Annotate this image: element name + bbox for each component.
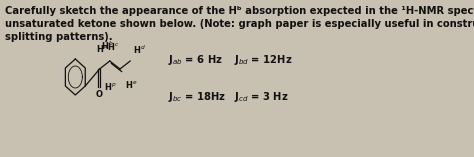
Text: Carefully sketch the appearance of the Hᵇ absorption expected in the ¹H-NMR spec: Carefully sketch the appearance of the H… bbox=[5, 6, 474, 16]
Text: H$^c$: H$^c$ bbox=[107, 41, 119, 52]
Text: H$^p$: H$^p$ bbox=[104, 81, 117, 92]
Text: H$^e$: H$^e$ bbox=[125, 79, 137, 90]
Text: J$_{bc}$ = 18Hz: J$_{bc}$ = 18Hz bbox=[168, 90, 226, 104]
Text: J$_{cd}$ = 3 Hz: J$_{cd}$ = 3 Hz bbox=[235, 90, 289, 104]
Text: H$^b$: H$^b$ bbox=[101, 40, 113, 52]
Text: H$^d$: H$^d$ bbox=[133, 44, 146, 56]
Text: splitting patterns).: splitting patterns). bbox=[5, 32, 113, 42]
Text: J$_{ab}$ = 6 Hz: J$_{ab}$ = 6 Hz bbox=[168, 53, 223, 67]
Text: H$^a$: H$^a$ bbox=[96, 43, 108, 54]
Text: J$_{bd}$ = 12Hz: J$_{bd}$ = 12Hz bbox=[235, 53, 293, 67]
Text: unsaturated ketone shown below. (Note: graph paper is especially useful in const: unsaturated ketone shown below. (Note: g… bbox=[5, 19, 474, 29]
Text: O: O bbox=[95, 90, 102, 99]
